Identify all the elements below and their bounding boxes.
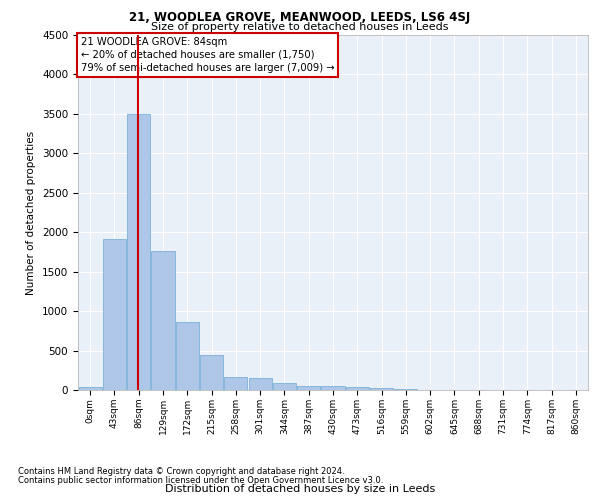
Bar xyxy=(346,387,369,390)
Bar xyxy=(322,386,344,390)
Bar xyxy=(224,378,247,390)
Bar xyxy=(151,251,175,390)
Bar xyxy=(297,386,320,390)
Bar xyxy=(127,114,150,390)
Text: Contains HM Land Registry data © Crown copyright and database right 2024.: Contains HM Land Registry data © Crown c… xyxy=(18,467,344,476)
Text: 21, WOODLEA GROVE, MEANWOOD, LEEDS, LS6 4SJ: 21, WOODLEA GROVE, MEANWOOD, LEEDS, LS6 … xyxy=(130,11,470,24)
Bar xyxy=(248,378,272,390)
Text: 21 WOODLEA GROVE: 84sqm
← 20% of detached houses are smaller (1,750)
79% of semi: 21 WOODLEA GROVE: 84sqm ← 20% of detache… xyxy=(80,37,334,73)
Text: Size of property relative to detached houses in Leeds: Size of property relative to detached ho… xyxy=(151,22,449,32)
Text: Contains public sector information licensed under the Open Government Licence v3: Contains public sector information licen… xyxy=(18,476,383,485)
Bar xyxy=(103,238,126,390)
Text: Distribution of detached houses by size in Leeds: Distribution of detached houses by size … xyxy=(165,484,435,494)
Bar xyxy=(273,383,296,390)
Bar xyxy=(79,387,101,390)
Bar xyxy=(370,388,393,390)
Bar xyxy=(176,322,199,390)
Y-axis label: Number of detached properties: Number of detached properties xyxy=(26,130,37,294)
Bar xyxy=(200,354,223,390)
Bar xyxy=(394,389,418,390)
